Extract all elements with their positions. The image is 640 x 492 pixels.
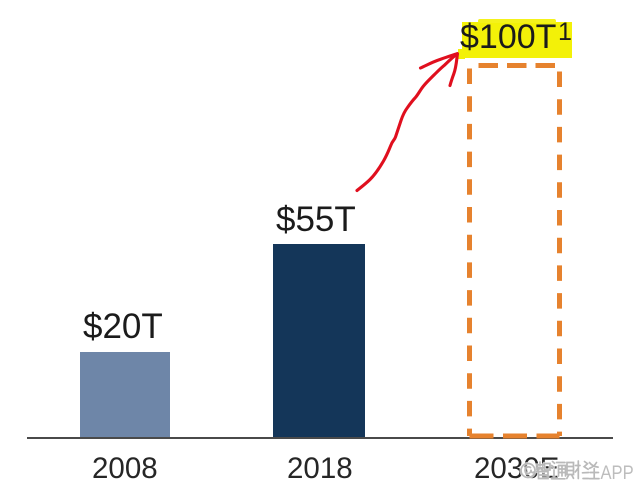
svg-text:APP: APP [601,462,634,484]
